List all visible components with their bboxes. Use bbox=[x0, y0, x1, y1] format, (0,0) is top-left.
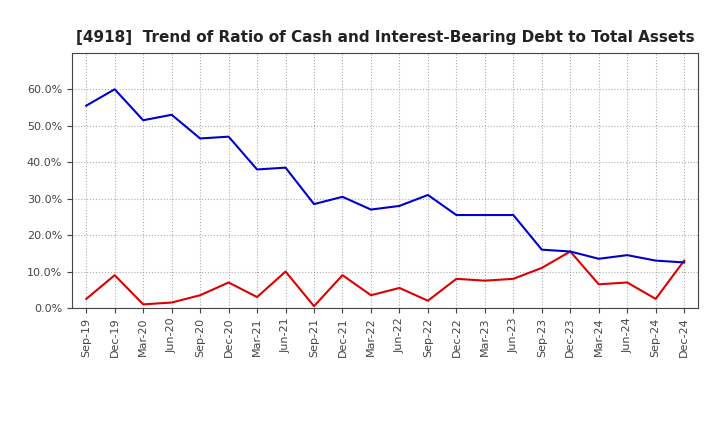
Line: Cash: Cash bbox=[86, 252, 684, 306]
Interest-Bearing Debt bbox=[680, 260, 688, 265]
Interest-Bearing Debt bbox=[282, 165, 290, 170]
Interest-Bearing Debt bbox=[253, 167, 261, 172]
Cash bbox=[225, 280, 233, 285]
Line: Interest-Bearing Debt: Interest-Bearing Debt bbox=[86, 89, 684, 262]
Cash bbox=[509, 276, 518, 282]
Interest-Bearing Debt bbox=[139, 117, 148, 123]
Interest-Bearing Debt bbox=[566, 249, 575, 254]
Cash bbox=[395, 285, 404, 290]
Interest-Bearing Debt bbox=[110, 87, 119, 92]
Cash bbox=[310, 304, 318, 309]
Interest-Bearing Debt bbox=[196, 136, 204, 141]
Cash bbox=[366, 293, 375, 298]
Cash bbox=[82, 296, 91, 301]
Cash bbox=[623, 280, 631, 285]
Interest-Bearing Debt bbox=[167, 112, 176, 117]
Cash bbox=[196, 293, 204, 298]
Cash bbox=[253, 294, 261, 300]
Interest-Bearing Debt bbox=[82, 103, 91, 108]
Cash bbox=[110, 272, 119, 278]
Cash bbox=[680, 258, 688, 263]
Interest-Bearing Debt bbox=[423, 192, 432, 198]
Cash bbox=[139, 302, 148, 307]
Interest-Bearing Debt bbox=[595, 256, 603, 261]
Cash bbox=[537, 265, 546, 271]
Cash bbox=[167, 300, 176, 305]
Interest-Bearing Debt bbox=[480, 213, 489, 218]
Interest-Bearing Debt bbox=[452, 213, 461, 218]
Interest-Bearing Debt bbox=[310, 202, 318, 207]
Cash bbox=[452, 276, 461, 282]
Interest-Bearing Debt bbox=[395, 203, 404, 209]
Title: [4918]  Trend of Ratio of Cash and Interest-Bearing Debt to Total Assets: [4918] Trend of Ratio of Cash and Intere… bbox=[76, 29, 695, 45]
Interest-Bearing Debt bbox=[225, 134, 233, 139]
Interest-Bearing Debt bbox=[652, 258, 660, 263]
Cash bbox=[566, 249, 575, 254]
Interest-Bearing Debt bbox=[366, 207, 375, 212]
Cash bbox=[282, 269, 290, 274]
Interest-Bearing Debt bbox=[623, 253, 631, 258]
Interest-Bearing Debt bbox=[509, 213, 518, 218]
Cash bbox=[423, 298, 432, 303]
Cash bbox=[480, 278, 489, 283]
Interest-Bearing Debt bbox=[537, 247, 546, 252]
Cash bbox=[652, 296, 660, 301]
Interest-Bearing Debt bbox=[338, 194, 347, 199]
Cash bbox=[595, 282, 603, 287]
Cash bbox=[338, 272, 347, 278]
